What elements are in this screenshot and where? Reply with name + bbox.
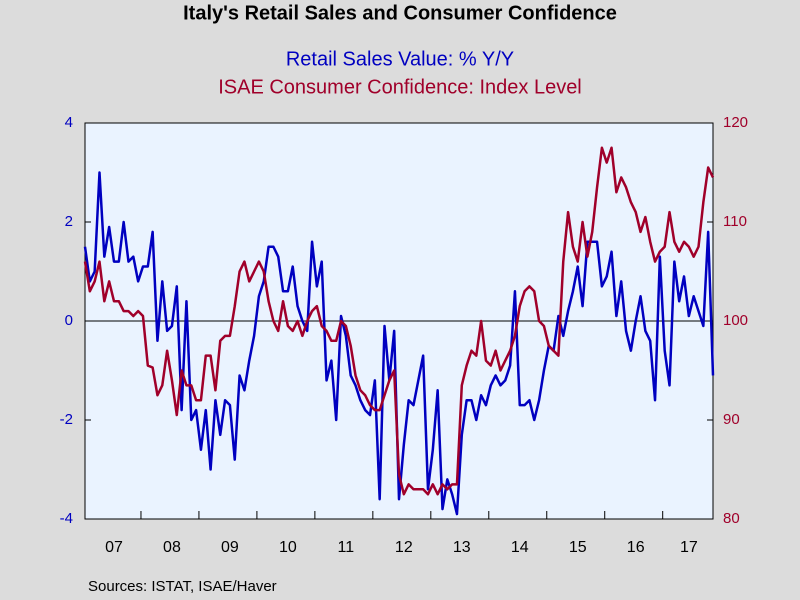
x-tick-label: 15 <box>569 539 587 556</box>
x-tick-label: 14 <box>511 539 529 556</box>
chart-title: Italy's Retail Sales and Consumer Confid… <box>183 2 617 24</box>
source-note: Sources: ISTAT, ISAE/Haver <box>88 578 277 595</box>
x-tick-label: 16 <box>627 539 645 556</box>
y2-tick-label: 100 <box>723 312 748 329</box>
y2-tick-label: 80 <box>723 510 740 527</box>
y-tick-label: 2 <box>65 213 73 230</box>
y-tick-label: 0 <box>65 312 73 329</box>
data-line <box>83 146 715 496</box>
y-tick-label: -4 <box>60 510 73 527</box>
x-tick-label: 17 <box>680 539 698 556</box>
x-tick-label: 09 <box>221 539 239 556</box>
x-tick-label: 11 <box>338 539 355 556</box>
x-tick-label: 10 <box>279 539 297 556</box>
y2-tick-label: 120 <box>723 114 748 131</box>
x-tick-label: 07 <box>105 539 123 556</box>
data-line <box>83 171 715 516</box>
y2-tick-label: 90 <box>723 411 740 428</box>
legend-entry: Retail Sales Value: % Y/Y <box>286 48 514 70</box>
x-tick-label: 12 <box>395 539 413 556</box>
y-tick-label: -2 <box>60 411 73 428</box>
legend-entry: ISAE Consumer Confidence: Index Level <box>218 76 582 98</box>
x-tick-label: 13 <box>453 539 471 556</box>
y2-tick-label: 110 <box>723 213 747 230</box>
y-tick-label: 4 <box>65 114 73 131</box>
x-tick-label: 08 <box>163 539 181 556</box>
